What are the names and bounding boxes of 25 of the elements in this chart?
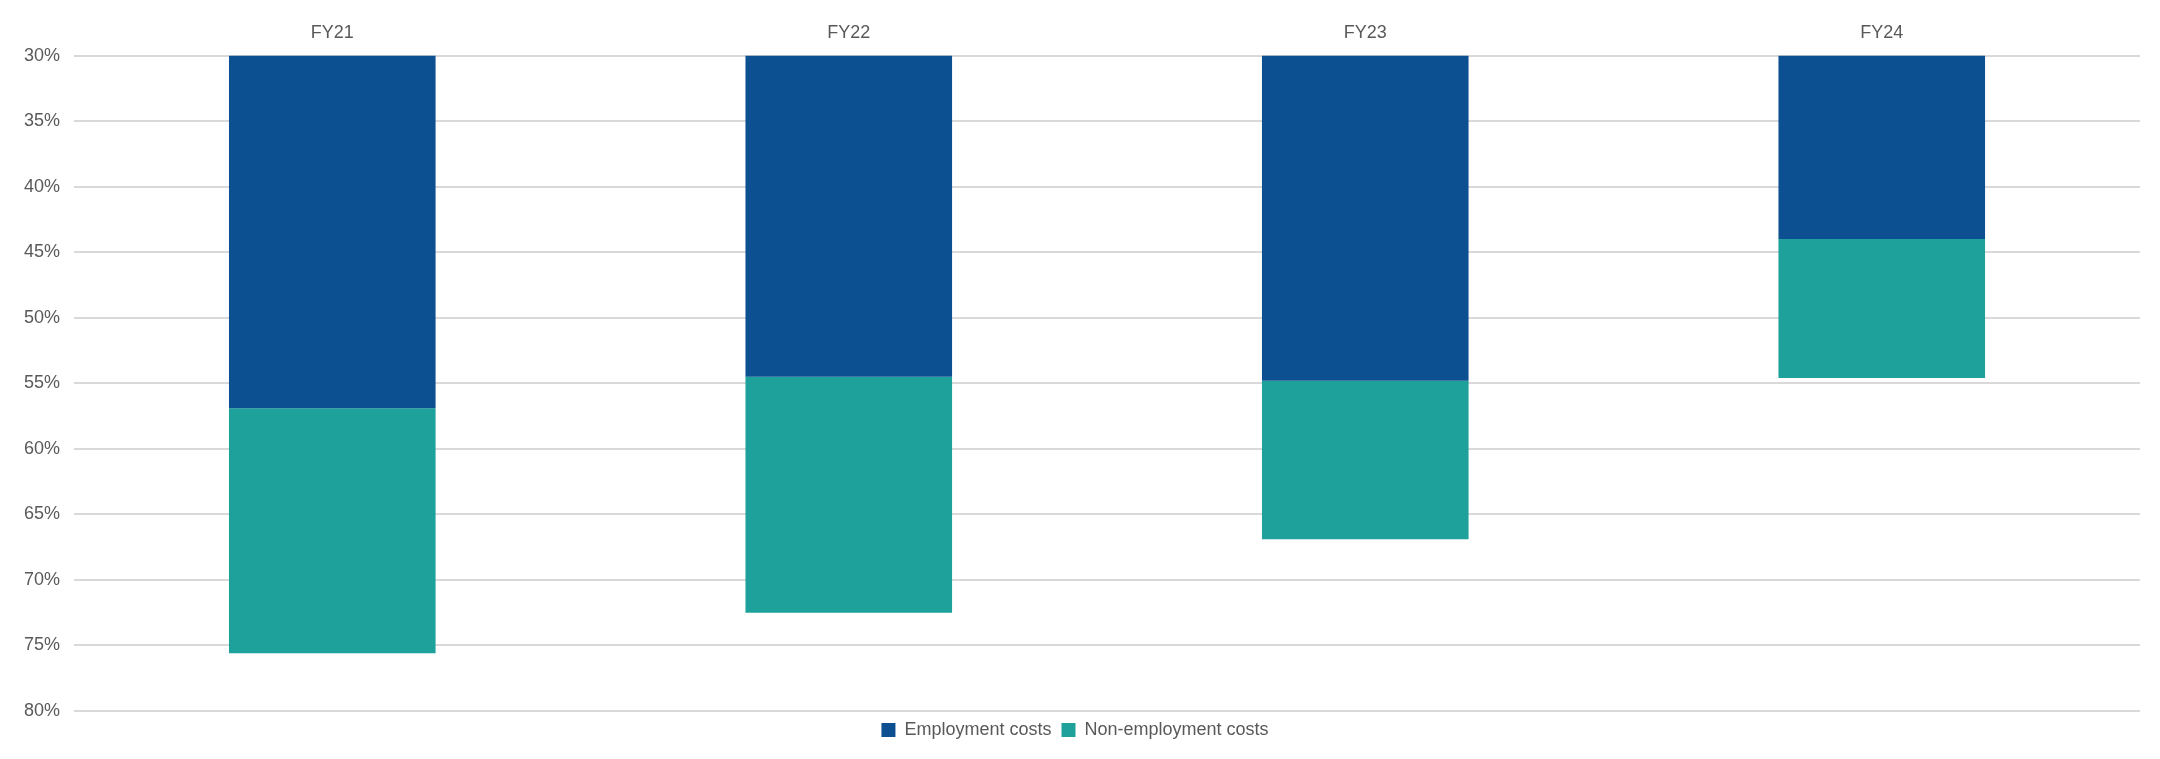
bar (1778, 239, 1986, 379)
bar (1261, 380, 1469, 540)
x-tick-label: FY21 (310, 21, 354, 42)
y-tick-label: 70% (24, 568, 61, 589)
x-tick-label: FY22 (827, 21, 871, 42)
legend-label: Employment costs (904, 718, 1052, 739)
bar (1261, 55, 1469, 381)
y-tick-label: 45% (24, 241, 61, 262)
bar (228, 408, 436, 654)
y-tick-label: 60% (24, 437, 61, 458)
y-tick-label: 30% (24, 44, 61, 65)
bar (745, 55, 953, 377)
y-tick-label: 80% (24, 699, 61, 720)
bar (745, 376, 953, 613)
bar (228, 55, 436, 409)
y-tick-label: 55% (24, 372, 61, 393)
x-tick-label: FY23 (1343, 21, 1387, 42)
bar (1778, 55, 1986, 240)
y-tick-label: 65% (24, 503, 61, 524)
x-tick-label: FY24 (1860, 21, 1904, 42)
y-tick-label: 35% (24, 110, 61, 131)
y-tick-label: 50% (24, 306, 61, 327)
y-tick-label: 40% (24, 175, 61, 196)
y-tick-label: 75% (24, 634, 61, 655)
legend-label: Non-employment costs (1084, 718, 1269, 739)
